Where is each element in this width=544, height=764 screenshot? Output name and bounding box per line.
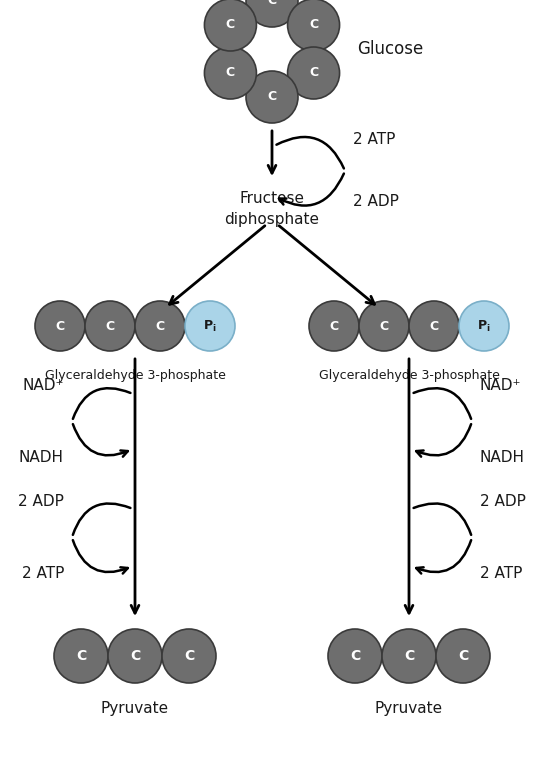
Text: Glyceraldehyde 3-phosphate: Glyceraldehyde 3-phosphate bbox=[319, 369, 499, 382]
Circle shape bbox=[54, 629, 108, 683]
Text: C: C bbox=[226, 18, 235, 31]
Circle shape bbox=[359, 301, 409, 351]
Circle shape bbox=[288, 47, 339, 99]
Text: C: C bbox=[330, 319, 338, 332]
Text: C: C bbox=[458, 649, 468, 663]
Circle shape bbox=[35, 301, 85, 351]
Circle shape bbox=[309, 301, 359, 351]
Circle shape bbox=[288, 0, 339, 51]
Circle shape bbox=[436, 629, 490, 683]
Text: C: C bbox=[106, 319, 115, 332]
Circle shape bbox=[108, 629, 162, 683]
Text: C: C bbox=[429, 319, 438, 332]
Text: NADH: NADH bbox=[19, 449, 64, 465]
Text: Glyceraldehyde 3-phosphate: Glyceraldehyde 3-phosphate bbox=[45, 369, 225, 382]
Circle shape bbox=[246, 71, 298, 123]
Text: C: C bbox=[404, 649, 414, 663]
Text: C: C bbox=[268, 0, 276, 8]
Text: 2 ADP: 2 ADP bbox=[353, 195, 399, 209]
Circle shape bbox=[205, 0, 256, 51]
Text: NADH: NADH bbox=[480, 449, 525, 465]
Text: C: C bbox=[226, 66, 235, 79]
Text: Glucose: Glucose bbox=[357, 40, 423, 58]
Circle shape bbox=[162, 629, 216, 683]
Text: C: C bbox=[350, 649, 360, 663]
Text: NAD⁺: NAD⁺ bbox=[480, 378, 522, 393]
Circle shape bbox=[328, 629, 382, 683]
Text: C: C bbox=[76, 649, 86, 663]
Circle shape bbox=[409, 301, 459, 351]
Text: Pyruvate: Pyruvate bbox=[101, 701, 169, 716]
Text: NAD⁺: NAD⁺ bbox=[22, 378, 64, 393]
Circle shape bbox=[85, 301, 135, 351]
Text: 2 ADP: 2 ADP bbox=[480, 494, 526, 509]
Text: Fructose
diphosphate: Fructose diphosphate bbox=[225, 191, 319, 227]
Text: 2 ATP: 2 ATP bbox=[22, 566, 64, 581]
Text: Pyruvate: Pyruvate bbox=[375, 701, 443, 716]
Text: C: C bbox=[156, 319, 165, 332]
Text: C: C bbox=[309, 66, 318, 79]
Circle shape bbox=[185, 301, 235, 351]
Text: C: C bbox=[130, 649, 140, 663]
Circle shape bbox=[382, 629, 436, 683]
Circle shape bbox=[459, 301, 509, 351]
Text: C: C bbox=[184, 649, 194, 663]
Text: C: C bbox=[55, 319, 65, 332]
Circle shape bbox=[135, 301, 185, 351]
Text: C: C bbox=[268, 90, 276, 103]
Text: C: C bbox=[309, 18, 318, 31]
Text: 2 ADP: 2 ADP bbox=[18, 494, 64, 509]
Circle shape bbox=[246, 0, 298, 27]
Text: $\mathbf{P_i}$: $\mathbf{P_i}$ bbox=[203, 319, 217, 334]
Text: 2 ATP: 2 ATP bbox=[353, 132, 395, 147]
Text: $\mathbf{P_i}$: $\mathbf{P_i}$ bbox=[477, 319, 491, 334]
Text: C: C bbox=[379, 319, 388, 332]
Text: 2 ATP: 2 ATP bbox=[480, 566, 522, 581]
Circle shape bbox=[205, 47, 256, 99]
